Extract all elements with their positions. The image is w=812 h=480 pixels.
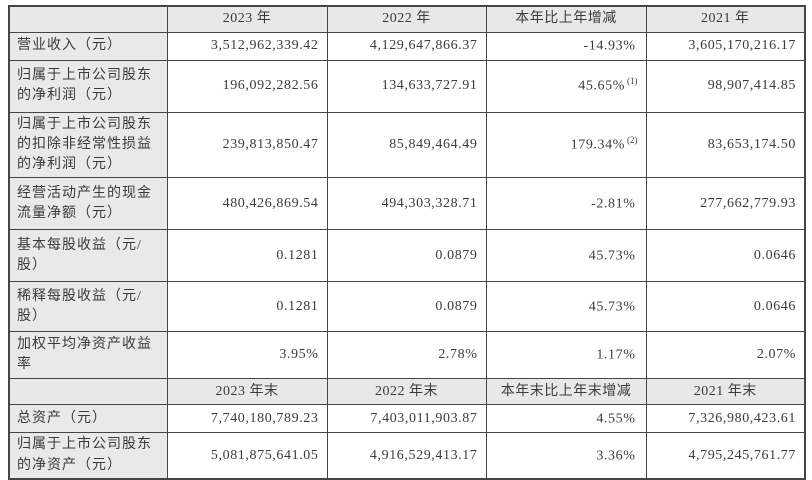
value-2021: 7,326,980,423.61	[645, 404, 806, 434]
value-2022: 4,916,529,413.17	[326, 432, 487, 480]
value-2022: 4,129,647,866.37	[326, 31, 487, 61]
value-2022: 494,303,328.71	[326, 177, 487, 231]
value-2023: 480,426,869.54	[166, 177, 328, 231]
change-value: 179.34%	[570, 137, 625, 153]
financial-summary-table: 2023 年 2022 年 本年比上年增减 2021 年 营业收入（元） 3,5…	[8, 5, 806, 480]
row-label: 总资产（元）	[8, 404, 168, 434]
row-label: 稀释每股收益（元/股）	[8, 281, 168, 333]
row-label: 归属于上市公司股东的扣除非经常性损益的净利润（元）	[8, 111, 168, 179]
value-2023: 196,092,282.56	[166, 59, 328, 113]
yearend-header-row: 2023 年末 2022 年末 本年末比上年末增减 2021 年末	[8, 378, 806, 406]
table-row-total-assets: 总资产（元） 7,740,180,789.23 7,403,011,903.87…	[8, 404, 806, 434]
value-change: 3.36%	[485, 432, 647, 480]
value-2021: 0.0646	[645, 229, 806, 283]
value-2022: 134,633,727.91	[326, 59, 487, 113]
table-row-diluted-eps: 稀释每股收益（元/股） 0.1281 0.0879 45.73% 0.0646	[8, 281, 806, 333]
row-label: 基本每股收益（元/股）	[8, 229, 168, 283]
table-row-operating-cash-flow: 经营活动产生的现金流量净额（元） 480,426,869.54 494,303,…	[8, 177, 806, 231]
header-yoy-change: 本年比上年增减	[485, 5, 647, 33]
value-2021: 4,795,245,761.77	[645, 432, 806, 480]
header-2023: 2023 年	[166, 5, 328, 33]
value-2021: 3,605,170,216.17	[645, 31, 806, 61]
change-value: 4.55%	[596, 411, 636, 427]
value-change: 4.55%	[485, 404, 647, 434]
value-2022: 7,403,011,903.87	[326, 404, 487, 434]
footnote-ref: (2)	[627, 134, 638, 145]
value-change: 1.17%	[485, 331, 647, 380]
table-row-weighted-avg-roe: 加权平均净资产收益率 3.95% 2.78% 1.17% 2.07%	[8, 331, 806, 380]
row-label: 经营活动产生的现金流量净额（元）	[8, 177, 168, 231]
value-2022: 2.78%	[326, 331, 487, 380]
corner-cell	[8, 378, 168, 406]
value-change: 179.34% (2)	[485, 111, 647, 179]
value-2023: 7,740,180,789.23	[166, 404, 328, 434]
table-row-net-assets: 归属于上市公司股东的净资产（元） 5,081,875,641.05 4,916,…	[8, 432, 806, 480]
value-2021: 98,907,414.85	[645, 59, 806, 113]
change-value: 3.36%	[596, 448, 636, 464]
value-change: 45.73%	[485, 281, 647, 333]
value-2023: 3,512,962,339.42	[166, 31, 328, 61]
period-header-row: 2023 年 2022 年 本年比上年增减 2021 年	[8, 5, 806, 33]
value-2022: 0.0879	[326, 281, 487, 333]
header-2021: 2021 年	[645, 5, 806, 33]
header-2021-end: 2021 年末	[645, 378, 806, 406]
value-2022: 0.0879	[326, 229, 487, 283]
value-2023: 0.1281	[166, 281, 328, 333]
row-label: 加权平均净资产收益率	[8, 331, 168, 380]
table-row-net-profit: 归属于上市公司股东的净利润（元） 196,092,282.56 134,633,…	[8, 59, 806, 113]
table-row-deducted-net-profit: 归属于上市公司股东的扣除非经常性损益的净利润（元） 239,813,850.47…	[8, 111, 806, 179]
table-row-basic-eps: 基本每股收益（元/股） 0.1281 0.0879 45.73% 0.0646	[8, 229, 806, 283]
value-change: -14.93%	[485, 31, 647, 61]
change-value: 1.17%	[596, 348, 636, 364]
header-2022-end: 2022 年末	[326, 378, 487, 406]
change-value: 45.65%	[578, 78, 625, 94]
value-change: -2.81%	[485, 177, 647, 231]
value-2021: 277,662,779.93	[645, 177, 806, 231]
value-change: 45.65% (1)	[485, 59, 647, 113]
header-2023-end: 2023 年末	[166, 378, 328, 406]
value-2022: 85,849,464.49	[326, 111, 487, 179]
value-2023: 239,813,850.47	[166, 111, 328, 179]
value-change: 45.73%	[485, 229, 647, 283]
value-2021: 2.07%	[645, 331, 806, 380]
change-value: -14.93%	[583, 38, 636, 54]
value-2021: 83,653,174.50	[645, 111, 806, 179]
row-label: 营业收入（元）	[8, 31, 168, 61]
corner-cell	[8, 5, 168, 33]
header-yearend-change: 本年末比上年末增减	[485, 378, 647, 406]
row-label: 归属于上市公司股东的净资产（元）	[8, 432, 168, 480]
value-2023: 3.95%	[166, 331, 328, 380]
row-label: 归属于上市公司股东的净利润（元）	[8, 59, 168, 113]
header-2022: 2022 年	[326, 5, 487, 33]
change-value: 45.73%	[588, 299, 636, 315]
change-value: -2.81%	[591, 196, 636, 212]
footnote-ref: (1)	[627, 76, 638, 87]
table-row-revenue: 营业收入（元） 3,512,962,339.42 4,129,647,866.3…	[8, 31, 806, 61]
change-value: 45.73%	[588, 248, 636, 264]
value-2023: 0.1281	[166, 229, 328, 283]
value-2021: 0.0646	[645, 281, 806, 333]
value-2023: 5,081,875,641.05	[166, 432, 328, 480]
